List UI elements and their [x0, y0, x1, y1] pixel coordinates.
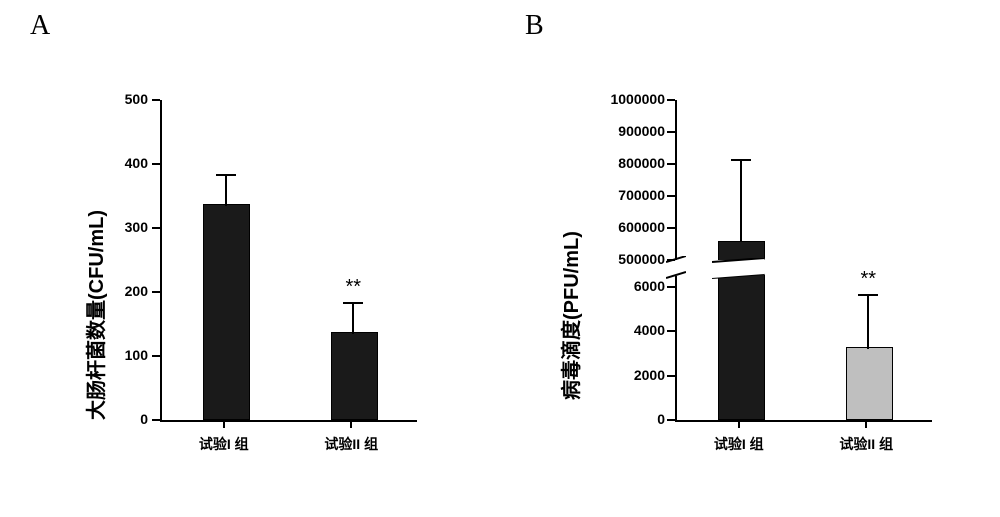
- y-tick: [667, 99, 675, 101]
- x-tick: [865, 420, 867, 428]
- y-tick: [667, 375, 675, 377]
- x-tick: [738, 420, 740, 428]
- y-tick-label: 0: [585, 411, 665, 427]
- y-tick-label: 200: [100, 283, 148, 299]
- x-tick-label: 试验II 组: [301, 434, 401, 454]
- bar-break-icon: [712, 258, 765, 282]
- y-tick-label: 6000: [585, 278, 665, 294]
- y-tick-label: 300: [100, 219, 148, 235]
- error-bar: [867, 294, 869, 349]
- x-tick-label: 试验I 组: [174, 434, 274, 454]
- error-cap: [858, 294, 878, 296]
- panel-b-label: B: [525, 10, 544, 42]
- panel-b-chart: 病毒滴度(PFU/mL) ** 500000 600000 700000 800000…: [535, 100, 965, 480]
- y-tick: [152, 291, 160, 293]
- x-tick: [223, 420, 225, 428]
- error-bar: [225, 174, 227, 206]
- y-tick: [667, 286, 675, 288]
- y-tick-label: 700000: [585, 187, 665, 203]
- y-tick: [667, 330, 675, 332]
- panel-b-plot-upper: [675, 100, 932, 260]
- figure: A B 大肠杆菌数量(CFU/mL) ** 0 100 200 300 400 500 试验…: [0, 0, 1000, 517]
- y-tick-label: 600000: [585, 219, 665, 235]
- significance-label: **: [848, 268, 888, 291]
- y-tick-label: 2000: [585, 367, 665, 383]
- panel-a-label: A: [30, 10, 50, 42]
- y-tick: [667, 163, 675, 165]
- y-tick-label: 1000000: [585, 91, 665, 107]
- y-tick: [152, 355, 160, 357]
- y-tick: [152, 163, 160, 165]
- bar-lower-segment: [718, 275, 765, 420]
- y-tick: [667, 227, 675, 229]
- y-tick: [667, 259, 675, 261]
- y-tick-label: 4000: [585, 322, 665, 338]
- panel-b-plot-lower: **: [675, 276, 932, 422]
- error-cap: [216, 174, 236, 176]
- y-tick: [667, 195, 675, 197]
- y-tick-label: 100: [100, 347, 148, 363]
- error-bar: [352, 302, 354, 334]
- y-tick: [152, 99, 160, 101]
- x-tick: [350, 420, 352, 428]
- x-tick-label: 试验II 组: [816, 434, 916, 454]
- bar: [331, 332, 378, 420]
- y-tick-label: 400: [100, 155, 148, 171]
- error-cap: [731, 159, 751, 161]
- y-tick: [152, 227, 160, 229]
- y-tick-label: 800000: [585, 155, 665, 171]
- y-tick: [667, 419, 675, 421]
- bar: [203, 204, 250, 420]
- x-tick-label: 试验I 组: [689, 434, 789, 454]
- y-tick-label: 500000: [585, 251, 665, 267]
- significance-label: **: [333, 276, 373, 299]
- y-tick: [667, 131, 675, 133]
- panel-b-y-axis-title: 病毒滴度(PFU/mL): [555, 231, 584, 400]
- y-tick: [152, 419, 160, 421]
- panel-a-plot-area: **: [160, 100, 417, 422]
- error-cap: [343, 302, 363, 304]
- bar: [846, 347, 893, 420]
- panel-a-chart: 大肠杆菌数量(CFU/mL) ** 0100200300400500试验I 组试…: [60, 100, 430, 480]
- y-tick-label: 900000: [585, 123, 665, 139]
- y-tick-label: 500: [100, 91, 148, 107]
- y-tick-label: 0: [100, 411, 148, 427]
- error-bar: [740, 159, 742, 242]
- panel-a-y-axis-title: 大肠杆菌数量(CFU/mL): [80, 210, 109, 420]
